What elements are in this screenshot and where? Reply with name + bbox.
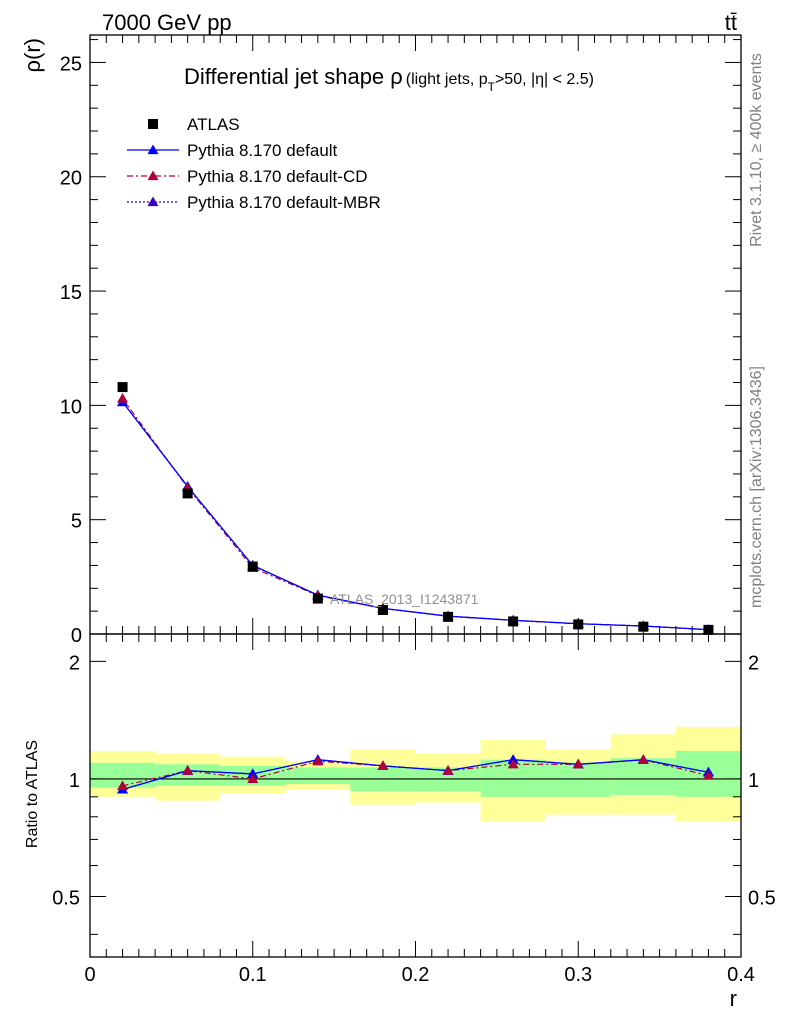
ratio-y-tick-label-right: 1 xyxy=(748,770,759,792)
main-y-tick-label: 0 xyxy=(71,625,82,647)
chart-title-cut: (light jets, p xyxy=(406,71,488,88)
x-tick-label: 0.1 xyxy=(239,964,267,986)
ratio-panel: 0.5 0.5 1 1 2 2 0 0.1 0.2 0.3 0.4 Ratio to ATLAS r xyxy=(24,633,776,1011)
legend-label-mbr: Pythia 8.170 default-MBR xyxy=(187,193,381,212)
legend-marker-atlas xyxy=(148,119,158,129)
main-y-tick-label: 10 xyxy=(60,396,82,418)
chart-title-main: Differential jet shape ρ xyxy=(184,64,403,89)
ratio-point-cd xyxy=(507,758,519,769)
legend-label-default: Pythia 8.170 default xyxy=(187,141,338,160)
main-panel: 0 5 10 15 20 25 ATLAS_2013_I1243871 ρ(r) Diff… xyxy=(20,34,742,647)
legend: ATLAS Pythia 8.170 default Pythia 8.170 … xyxy=(127,115,381,212)
legend-marker-mbr xyxy=(147,196,159,207)
ratio-y-tick-label: 2 xyxy=(69,652,80,674)
ratio-point-cd xyxy=(312,755,324,766)
x-tick-label: 0 xyxy=(84,964,95,986)
legend-marker-default xyxy=(147,144,159,155)
ratio-y-tick-label-right: 2 xyxy=(748,652,759,674)
ratio-point-cd xyxy=(442,765,454,775)
ratio-y-tick-label: 0.5 xyxy=(52,888,80,910)
ratio-point-cd xyxy=(247,773,259,784)
mcplots-label: mcplots.cern.ch [arXiv:1306.3436] xyxy=(748,366,765,608)
atlas-data-point xyxy=(247,561,258,572)
ratio-point-default xyxy=(247,768,259,779)
atlas-data-point xyxy=(117,382,128,393)
uncertainty-band-inner xyxy=(155,764,221,786)
ratio-point-cd xyxy=(702,770,714,780)
rivet-label: Rivet 3.1.10, ≥ 400k events xyxy=(748,53,765,247)
main-line-default xyxy=(122,401,709,631)
energy-label: 7000 GeV pp xyxy=(102,10,232,35)
ratio-point-cd xyxy=(182,765,194,775)
ratio-point-cd xyxy=(572,758,584,769)
analysis-label: ATLAS_2013_I1243871 xyxy=(330,591,479,607)
process-label: tt̄ xyxy=(725,10,737,35)
main-y-tick-label: 20 xyxy=(60,168,82,190)
x-tick-label: 0.2 xyxy=(402,964,430,986)
uncertainty-band-inner xyxy=(285,767,351,785)
atlas-data-point xyxy=(182,488,193,499)
ratio-line-default xyxy=(122,759,709,791)
ratio-y-tick-label: 1 xyxy=(69,770,80,792)
chart-title: Differential jet shape ρ (light jets, pT>… xyxy=(184,64,594,94)
main-y-tick-label: 15 xyxy=(60,282,82,304)
ratio-y-tick-label-right: 0.5 xyxy=(748,888,776,910)
atlas-data-point xyxy=(508,616,519,627)
main-y-tick-label: 25 xyxy=(60,53,82,75)
ratio-point-cd xyxy=(637,754,649,764)
atlas-data-point xyxy=(312,593,323,604)
x-tick-label: 0.4 xyxy=(727,964,755,986)
atlas-data-point xyxy=(443,611,454,622)
ratio-y-axis-label: Ratio to ATLAS xyxy=(24,740,41,848)
x-tick-label: 0.3 xyxy=(564,964,592,986)
main-y-axis-label: ρ(r) xyxy=(20,38,45,73)
chart-title-cut-sub: T xyxy=(488,80,496,94)
chart-title-cut-end: >50, |η| < 2.5) xyxy=(495,71,594,88)
ratio-point-cd xyxy=(377,760,389,770)
legend-label-atlas: ATLAS xyxy=(187,115,240,134)
x-axis-label: r xyxy=(730,986,737,1011)
main-point-cd xyxy=(117,393,129,403)
legend-marker-cd xyxy=(147,170,159,181)
atlas-data-point xyxy=(377,604,388,615)
legend-label-cd: Pythia 8.170 default-CD xyxy=(187,167,368,186)
main-y-tick-label: 5 xyxy=(71,511,82,533)
ratio-point-cd xyxy=(117,780,129,790)
